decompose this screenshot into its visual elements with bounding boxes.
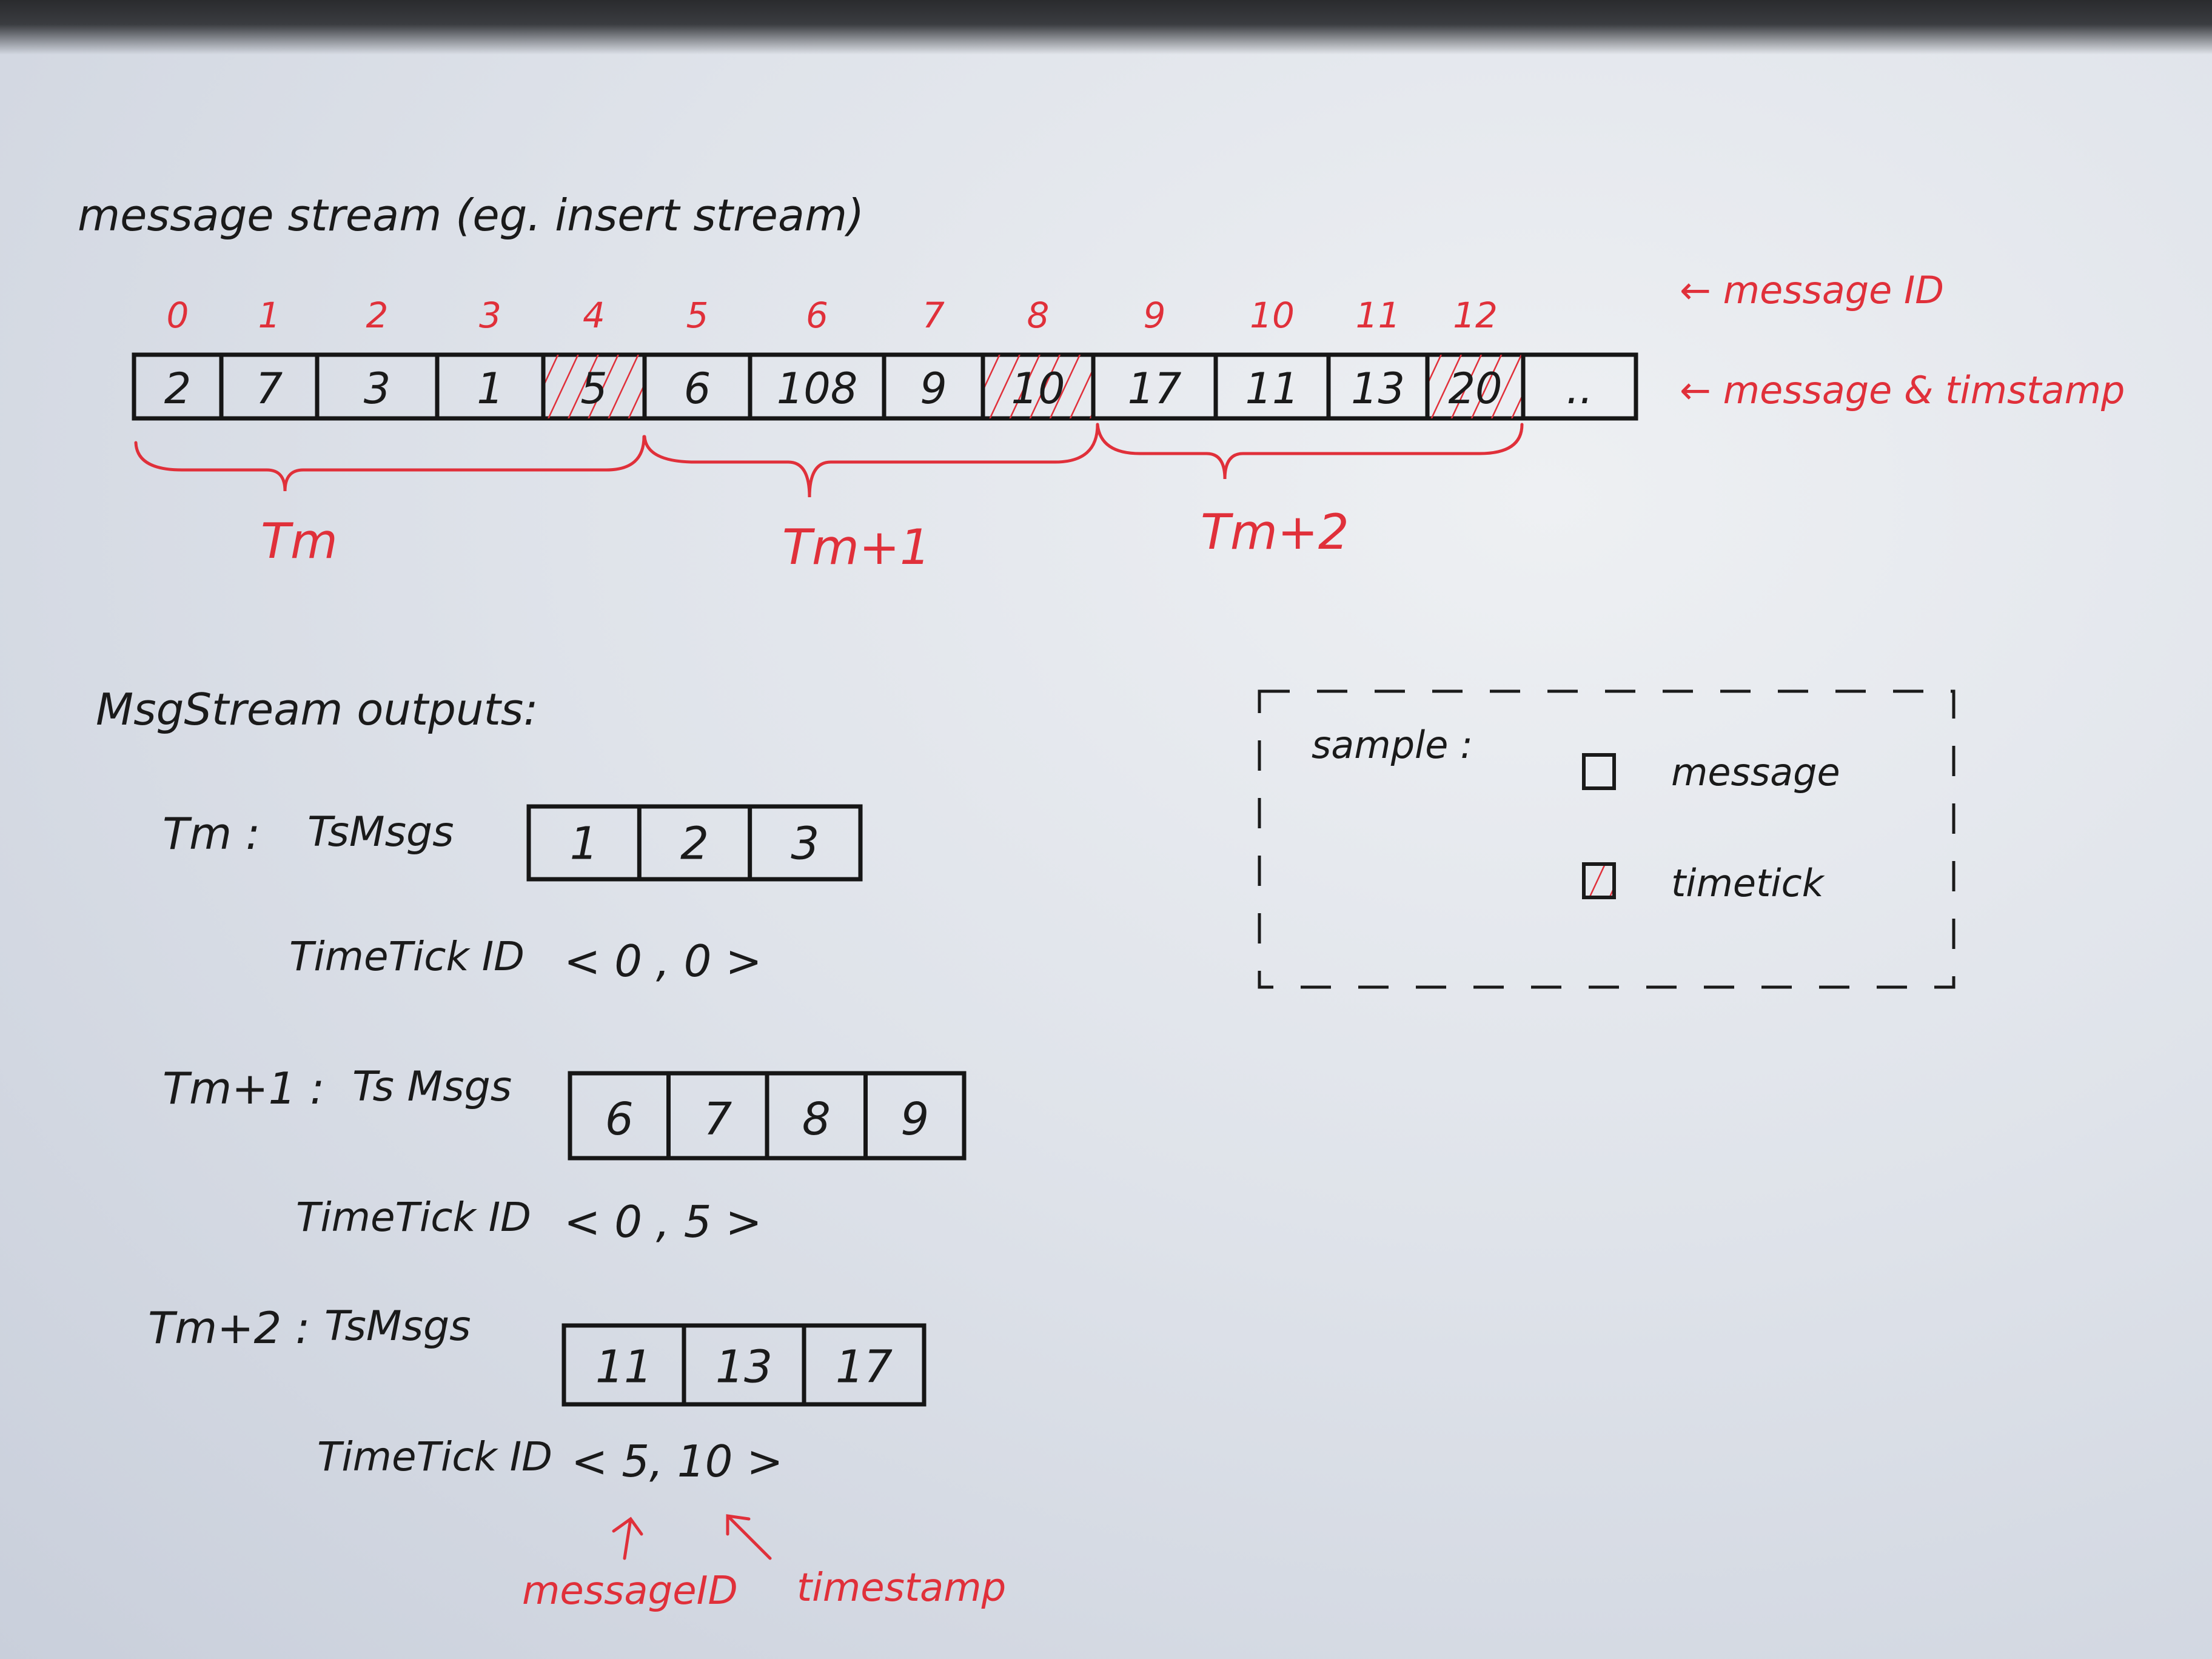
message-square-icon bbox=[1582, 753, 1616, 790]
timestamp-pointer-label: timestamp bbox=[797, 1566, 1006, 1610]
legend-border bbox=[1258, 689, 1956, 989]
period-label-tm2: Tm+2 bbox=[1201, 504, 1349, 560]
pointer-annotations: messageID timestamp bbox=[522, 1514, 1006, 1614]
output-period-label: Tm : bbox=[163, 808, 260, 859]
ts-msgs-label: TsMsgs bbox=[324, 1302, 471, 1350]
outputs-heading: MsgStream outputs: bbox=[96, 684, 538, 735]
up-arrow-icon bbox=[612, 1517, 643, 1560]
timestamp-cell: 1 bbox=[477, 364, 504, 414]
legend: sample : message timetick bbox=[1258, 689, 1956, 989]
timetick-hatch bbox=[543, 355, 645, 418]
ts-msg-cell: 7 bbox=[703, 1093, 732, 1145]
timetick-id-label: TimeTick ID bbox=[289, 933, 525, 980]
up-left-arrow-icon bbox=[726, 1514, 772, 1560]
period-label-tm1: Tm+1 bbox=[782, 519, 931, 575]
timetick-hatch bbox=[983, 355, 1093, 418]
legend-title: sample : bbox=[1312, 723, 1473, 767]
message-id: 6 bbox=[806, 295, 828, 336]
left-arrow-icon: ← bbox=[1680, 368, 1723, 412]
diagram-title: message stream (eg. insert stream) bbox=[78, 190, 864, 241]
timestamp-cell: 6 bbox=[684, 364, 711, 414]
output-period-label: Tm+1 : bbox=[163, 1063, 324, 1114]
timetick-hatched-square-icon bbox=[1582, 862, 1616, 899]
ts-msgs-box bbox=[561, 1323, 927, 1407]
message-id: 10 bbox=[1250, 295, 1295, 336]
timetick-id-value: < 5, 10 > bbox=[571, 1436, 783, 1487]
message-id-annotation: ← message ID bbox=[1680, 268, 1944, 312]
timestamp-cell: 108 bbox=[777, 364, 858, 414]
timestamp-cell: 3 bbox=[364, 364, 391, 414]
message-id: 4 bbox=[583, 295, 605, 336]
timestamp-cell: 17 bbox=[1127, 364, 1181, 414]
ts-msgs-box bbox=[526, 804, 863, 882]
message-id: 5 bbox=[686, 295, 709, 336]
timestamp-cell: 5 bbox=[580, 364, 608, 414]
message-id: 12 bbox=[1453, 295, 1498, 336]
message-id: 0 bbox=[167, 295, 189, 336]
ts-msg-cell: 11 bbox=[595, 1341, 652, 1393]
message-id-label: message ID bbox=[1723, 268, 1944, 312]
ts-msg-cell: 1 bbox=[570, 817, 598, 870]
ts-msg-cell: 13 bbox=[716, 1341, 773, 1393]
timestamp-cell: 20 bbox=[1448, 364, 1502, 414]
message-id: 11 bbox=[1356, 295, 1401, 336]
timestamp-cell: 2 bbox=[164, 364, 192, 414]
legend-timetick-label: timetick bbox=[1671, 861, 1825, 905]
left-arrow-icon: ← bbox=[1680, 268, 1723, 312]
timestamp-cell: 10 bbox=[1011, 364, 1065, 414]
ts-msg-cell: 6 bbox=[605, 1093, 634, 1145]
ts-msg-cell: 17 bbox=[836, 1341, 893, 1393]
message-id: 3 bbox=[479, 295, 501, 336]
message-id: 7 bbox=[922, 295, 945, 336]
ts-msgs-label: TsMsgs bbox=[307, 808, 454, 856]
timestamp-cell: 9 bbox=[920, 364, 947, 414]
timestamp-cell: .. bbox=[1566, 364, 1594, 414]
ts-msg-cell: 9 bbox=[900, 1093, 929, 1145]
outputs: Tm : TsMsgs 1 2 3 TimeTick ID < 0 , 0 > Tm+1 : T… bbox=[148, 804, 967, 1487]
ts-msg-cell: 8 bbox=[802, 1093, 831, 1145]
ts-msg-cell: 3 bbox=[791, 817, 819, 870]
message-id: 8 bbox=[1027, 295, 1050, 336]
timetick-id-value: < 0 , 0 > bbox=[564, 936, 762, 987]
ts-msg-cell: 2 bbox=[680, 817, 709, 870]
period-braces: Tm Tm+1 Tm+2 bbox=[134, 423, 1524, 575]
message-id: 2 bbox=[366, 295, 389, 336]
timestamp-cell: 7 bbox=[256, 364, 283, 414]
message-timestamp-annotation: ← message & timstamp bbox=[1680, 368, 2125, 412]
legend-message-label: message bbox=[1671, 750, 1840, 794]
period-label-tm: Tm bbox=[261, 513, 338, 569]
message-timestamp-label: message & timstamp bbox=[1723, 368, 2125, 412]
brace-tm bbox=[134, 435, 646, 492]
output-period-label: Tm+2 : bbox=[148, 1302, 310, 1353]
timetick-hatch bbox=[1427, 355, 1523, 418]
brace-tm2 bbox=[1096, 423, 1524, 480]
timetick-id-label: TimeTick ID bbox=[296, 1194, 531, 1241]
ts-msgs-label: Ts Msgs bbox=[352, 1063, 512, 1111]
timetick-id-value: < 0 , 5 > bbox=[564, 1196, 762, 1247]
message-id-pointer-label: messageID bbox=[522, 1569, 738, 1614]
message-id: 9 bbox=[1144, 295, 1166, 336]
timestamp-cell: 11 bbox=[1245, 364, 1299, 414]
timetick-id-label: TimeTick ID bbox=[317, 1433, 552, 1480]
brace-tm1 bbox=[643, 423, 1099, 498]
message-id: 1 bbox=[258, 295, 281, 336]
timestamp-cell: 13 bbox=[1351, 364, 1405, 414]
